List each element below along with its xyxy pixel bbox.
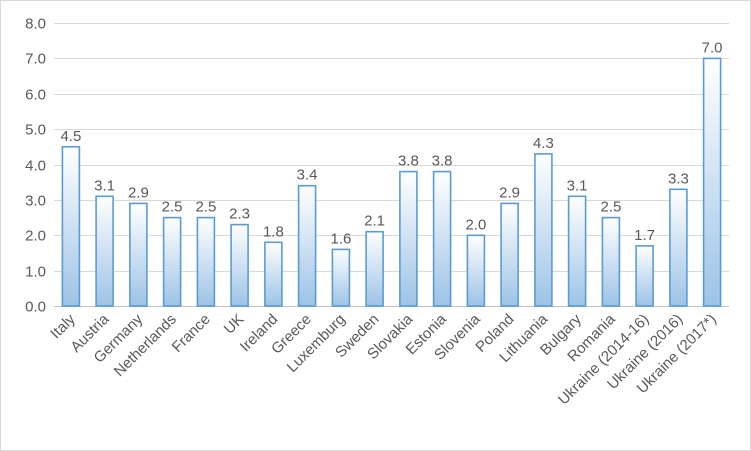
y-tick-label: 8.0 (25, 16, 46, 33)
bar-greece (297, 184, 317, 307)
bar-austria (95, 195, 114, 307)
data-label: 1.6 (330, 230, 351, 247)
bar-lithuania (534, 153, 553, 307)
y-tick-label: 5.0 (25, 122, 46, 139)
bar-slovenia (466, 234, 486, 307)
data-label: 3.4 (297, 167, 318, 184)
data-labels: 4.5 3.1 2.9 2.5 2.5 2.3 1.8 3.4 1.6 2.1 3.8 3.8 2.0 2… (60, 39, 722, 247)
data-label: 3.8 (432, 153, 453, 170)
bar-poland (500, 202, 519, 307)
x-category-label: UK (221, 311, 248, 338)
x-category-label: France (169, 311, 214, 356)
bar-sweden (365, 230, 384, 307)
y-tick-label: 6.0 (25, 87, 46, 104)
bar-ireland (264, 241, 283, 307)
bar-estonia (432, 170, 452, 307)
bar-france (196, 216, 216, 307)
bar-ukraine-2016 (669, 188, 688, 307)
data-label: 3.3 (668, 170, 689, 187)
y-tick-label: 2.0 (25, 228, 46, 245)
data-label: 4.3 (533, 135, 554, 152)
bar-ukraine-2014-16 (635, 245, 654, 307)
bar-uk (230, 223, 249, 307)
data-label: 1.7 (634, 227, 655, 244)
data-label: 2.5 (600, 199, 621, 216)
y-axis-tick-labels: 0.0 1.0 2.0 3.0 4.0 5.0 6.0 7.0 8.0 (25, 16, 46, 316)
bar-ukraine-2017 (702, 57, 722, 307)
y-tick-label: 7.0 (25, 51, 46, 68)
data-label: 3.1 (94, 177, 115, 194)
bars (61, 57, 722, 307)
data-label: 2.3 (229, 206, 250, 223)
bar-luxemburg (331, 248, 351, 307)
data-label: 2.9 (128, 184, 149, 201)
data-label: 2.5 (195, 199, 216, 216)
bar-germany (129, 202, 148, 307)
y-tick-label: 4.0 (25, 158, 46, 175)
bar-italy (61, 146, 81, 307)
bar-romania (601, 216, 621, 307)
data-label: 3.8 (398, 153, 419, 170)
gridlines (54, 23, 729, 307)
bar-slovakia (399, 170, 418, 307)
data-label: 2.1 (364, 213, 385, 230)
y-tick-label: 0.0 (25, 299, 46, 316)
y-tick-label: 3.0 (25, 193, 46, 210)
data-label: 3.1 (567, 177, 588, 194)
data-label: 2.0 (465, 216, 486, 233)
bar-bulgary (567, 195, 587, 307)
data-label: 7.0 (702, 39, 723, 56)
data-label: 4.5 (60, 128, 81, 145)
data-label: 1.8 (263, 223, 284, 240)
data-label: 2.5 (162, 199, 183, 216)
y-tick-label: 1.0 (25, 264, 46, 281)
bar-netherlands (162, 216, 182, 307)
data-label: 2.9 (499, 184, 520, 201)
